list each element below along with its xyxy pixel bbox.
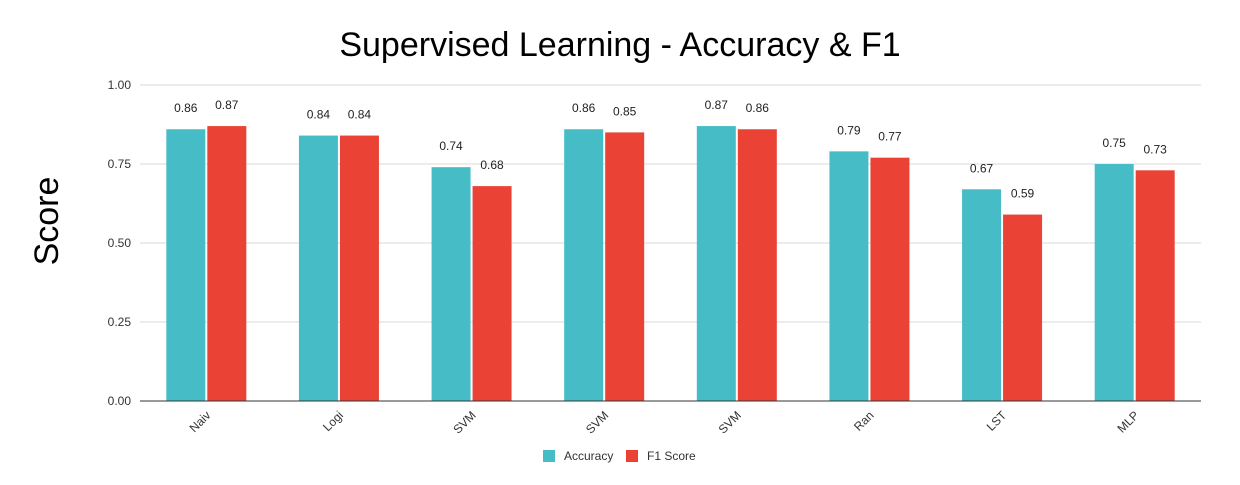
x-tick-label: Logi xyxy=(320,408,346,434)
bar-accuracy xyxy=(166,129,206,402)
data-label: 0.79 xyxy=(837,123,861,137)
y-tick-label: 1.00 xyxy=(108,78,132,92)
bar-accuracy xyxy=(1094,164,1134,401)
legend-swatch xyxy=(626,450,638,462)
data-label: 0.68 xyxy=(480,158,504,172)
bar-f1-score xyxy=(207,126,247,401)
bar-f1-score xyxy=(339,135,379,401)
x-tick-label: SVM xyxy=(583,408,611,436)
chart-title: Supervised Learning - Accuracy & F1 xyxy=(339,26,900,64)
bar-accuracy xyxy=(298,135,338,401)
bar-accuracy xyxy=(829,151,869,401)
data-labels: 0.86 0.87 0.84 0.84 0.74 0.68 0.86 0.85 0.87 0.86… xyxy=(174,98,1167,200)
legend-label: F1 Score xyxy=(647,449,696,463)
bar-f1-score xyxy=(605,132,645,401)
x-tick-label: SVM xyxy=(450,408,478,436)
legend-label: Accuracy xyxy=(564,449,613,463)
bar-f1-score xyxy=(472,186,512,401)
y-tick-label: 0.50 xyxy=(108,236,132,250)
bars xyxy=(166,126,1175,402)
data-label: 0.86 xyxy=(746,101,770,115)
bar-f1-score xyxy=(870,157,910,401)
y-axis-ticks: 0.00 0.25 0.50 0.75 1.00 xyxy=(108,78,132,408)
y-tick-label: 0.00 xyxy=(108,394,132,408)
data-label: 0.73 xyxy=(1144,142,1168,156)
data-label: 0.87 xyxy=(215,98,239,112)
data-label: 0.75 xyxy=(1103,136,1127,150)
legend: Accuracy F1 Score xyxy=(543,449,696,463)
data-label: 0.86 xyxy=(174,101,198,115)
x-tick-label: LST xyxy=(984,408,1010,434)
bar-accuracy xyxy=(962,189,1002,401)
bar-f1-score xyxy=(1003,214,1043,401)
bar-accuracy xyxy=(431,167,471,401)
data-label: 0.87 xyxy=(705,98,729,112)
x-axis-ticks: Naiv Logi SVM SVM SVM Ran LST MLP xyxy=(187,408,1142,437)
x-tick-label: MLP xyxy=(1114,408,1141,435)
data-label: 0.59 xyxy=(1011,187,1035,201)
data-label: 0.74 xyxy=(439,139,463,153)
y-axis-label: Score xyxy=(28,177,66,266)
bar-accuracy xyxy=(564,129,604,402)
data-label: 0.84 xyxy=(307,108,331,122)
y-tick-label: 0.25 xyxy=(108,315,132,329)
bar-f1-score xyxy=(1135,170,1175,401)
bar-f1-score xyxy=(737,129,777,402)
data-label: 0.85 xyxy=(613,104,637,118)
x-tick-label: Naiv xyxy=(187,408,214,435)
bar-accuracy xyxy=(696,126,736,401)
data-label: 0.86 xyxy=(572,101,596,115)
data-label: 0.67 xyxy=(970,161,994,175)
x-tick-label: SVM xyxy=(716,408,744,436)
data-label: 0.84 xyxy=(348,108,372,122)
data-label: 0.77 xyxy=(878,130,902,144)
x-tick-label: Ran xyxy=(851,408,876,433)
legend-swatch xyxy=(543,450,555,462)
y-tick-label: 0.75 xyxy=(108,157,132,171)
